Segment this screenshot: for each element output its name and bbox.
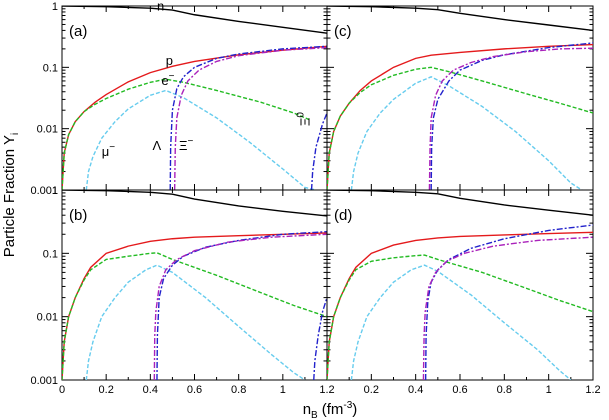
series-line-μ (85, 89, 317, 190)
series-line-Ξ (153, 233, 327, 380)
series-group (62, 190, 327, 380)
panel-b: (b) 0.001 0.01 0.1 1 0 0.2 0.4 0.6 0.8 1 1.2 (30, 185, 334, 396)
x-tick-label: 0.6 (187, 384, 202, 396)
y-tick-label: 1 (52, 1, 58, 13)
series-group (62, 6, 327, 190)
series-line-p (62, 232, 327, 380)
series-line-e (62, 252, 327, 380)
x-tick-label: 1 (280, 384, 286, 396)
series-line-n (327, 190, 593, 216)
series-line-Λ (169, 45, 327, 190)
y-tick-label: 0.1 (43, 62, 58, 74)
annotation-Ξ: Ξ0 (295, 112, 312, 126)
panel-frame (61, 189, 328, 381)
x-tick-label: 0.8 (231, 384, 246, 396)
x-tick-label: 1 (546, 384, 552, 396)
x-tick-label: 1.2 (319, 384, 334, 396)
axis-labels: nB (fm-3) Particle Fraction Yi (1, 133, 357, 420)
x-axis-title: nB (fm-3) (303, 400, 358, 420)
y-tick-label: 0.01 (37, 124, 58, 136)
series-line-p (327, 43, 593, 190)
series-line-μ (85, 264, 306, 380)
annotation-n: n (157, 0, 164, 13)
series-line-Ξ (428, 47, 593, 190)
series-line-Ξ (422, 236, 593, 380)
x-tick-label: 0.4 (408, 384, 423, 396)
series-line-p (327, 231, 593, 380)
series-line-μ (350, 264, 572, 380)
y-axis-title: Particle Fraction Yi (1, 133, 21, 258)
x-tick-label: 0.6 (452, 384, 467, 396)
series-line-n (62, 190, 327, 217)
annotation-μ: μ− (102, 142, 116, 159)
x-tick-label: 0.4 (143, 384, 158, 396)
panel-label: (b) (69, 207, 87, 224)
series-line-Λ (430, 42, 593, 190)
series-line-n (327, 6, 593, 32)
y-tick-label: 0.01 (37, 312, 58, 324)
x-tick-label: 0.8 (497, 384, 512, 396)
panel-c: (c) (326, 5, 594, 191)
annotation-Ξ: Ξ− (179, 136, 193, 153)
series-line-Ξ0 (310, 112, 327, 190)
y-tick-label: 1 (52, 185, 58, 197)
series-line-n (62, 6, 327, 34)
y-tick-label: 0.1 (43, 248, 58, 260)
series-line-Ξ (173, 46, 327, 190)
x-tick-label: 0 (59, 384, 65, 396)
x-tick-label: 0.2 (364, 384, 379, 396)
series-line-Ξ0 (313, 297, 327, 380)
y-tick-label: 0.001 (30, 185, 58, 197)
panel-d: (d) 0.2 0.4 0.6 0.8 1 1.2 (326, 189, 601, 396)
panel-frame (326, 5, 594, 191)
panel-label: (a) (69, 23, 87, 40)
series-line-Λ (156, 230, 327, 380)
panels: (a) 0.001 0.01 0.1 1 n p e− μ− Λ Ξ− Ξ0 (c) (b) 0.001 0.… (30, 0, 600, 396)
y-tick-label: 0.001 (30, 375, 58, 387)
annotation-Λ: Λ (153, 138, 162, 153)
series-line-e (327, 66, 593, 190)
annotation-p: p (166, 53, 173, 68)
panel-label: (d) (334, 207, 352, 224)
series-line-μ (350, 76, 583, 190)
x-tick-label: 0.2 (99, 384, 114, 396)
series-line-e (62, 78, 310, 190)
series-line-Λ (424, 224, 593, 380)
series-group (327, 6, 593, 190)
annotation-e: e− (161, 71, 174, 88)
panel-a: (a) 0.001 0.01 0.1 1 n p e− μ− Λ Ξ− Ξ0 (30, 0, 328, 197)
panel-label: (c) (334, 23, 352, 40)
panel-frame (326, 189, 594, 381)
series-line-e (327, 254, 593, 380)
x-tick-label: 1.2 (585, 384, 600, 396)
series-group (327, 190, 593, 380)
